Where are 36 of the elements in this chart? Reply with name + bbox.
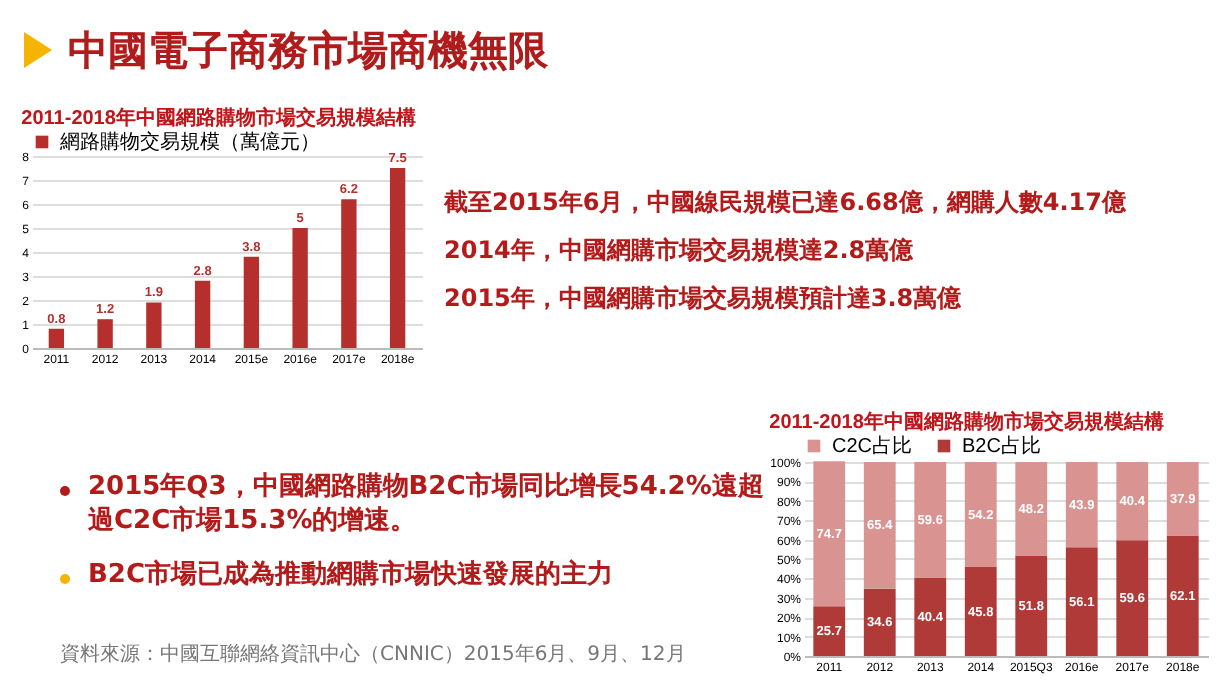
text: 2015年，中國網購市場交易規模預計達3.8萬億 [444, 284, 964, 316]
bar [97, 319, 113, 348]
text: 2014年，中國網購市場交易規模達2.8萬億 [444, 236, 916, 268]
bar [1166, 535, 1199, 656]
bar [146, 302, 162, 348]
bar [1065, 461, 1098, 548]
chart-title: 2011-2018年中國網路購物市場交易規模結構 [21, 106, 416, 130]
bar [813, 461, 846, 607]
bar [48, 328, 65, 348]
bar [1015, 555, 1048, 656]
bar [914, 461, 947, 578]
bar [389, 168, 406, 348]
bar [1116, 540, 1149, 656]
source-note: 資料來源：中國互聯網絡資訊中心（CNNIC）2015年6月、9月、12月 [60, 641, 686, 668]
bar [194, 280, 211, 348]
bar [243, 256, 260, 348]
bar [964, 461, 997, 568]
chart-title: 2011-2018年中國網路購物市場交易規模結構 [769, 410, 1164, 434]
bar [1015, 461, 1048, 556]
text: 截至2015年6月，中國線民規模已達6.68億，網購人數4.17億 [444, 188, 1128, 220]
text: B2C市場已成為推動網購市場快速發展的主力 [88, 560, 615, 594]
bar [914, 577, 947, 656]
bar [1166, 461, 1199, 536]
text: 中國電子商務市場商機無限 [68, 24, 548, 78]
bar [863, 461, 896, 589]
bar [863, 588, 896, 656]
bar [1116, 461, 1149, 541]
text: 2015年Q3，中國網路購物B2C市場同比增長54.2%遠超過C2C市場15.3%的增速。 [88, 472, 766, 540]
legend-label: C2C占比 [832, 434, 913, 458]
bar [292, 228, 308, 348]
legend-label: 網路購物交易規模（萬億元） [58, 130, 320, 154]
bar [964, 567, 997, 656]
bar [341, 199, 357, 348]
bar [1065, 547, 1098, 656]
bar [813, 606, 846, 656]
legend-label: B2C占比 [962, 434, 1041, 458]
